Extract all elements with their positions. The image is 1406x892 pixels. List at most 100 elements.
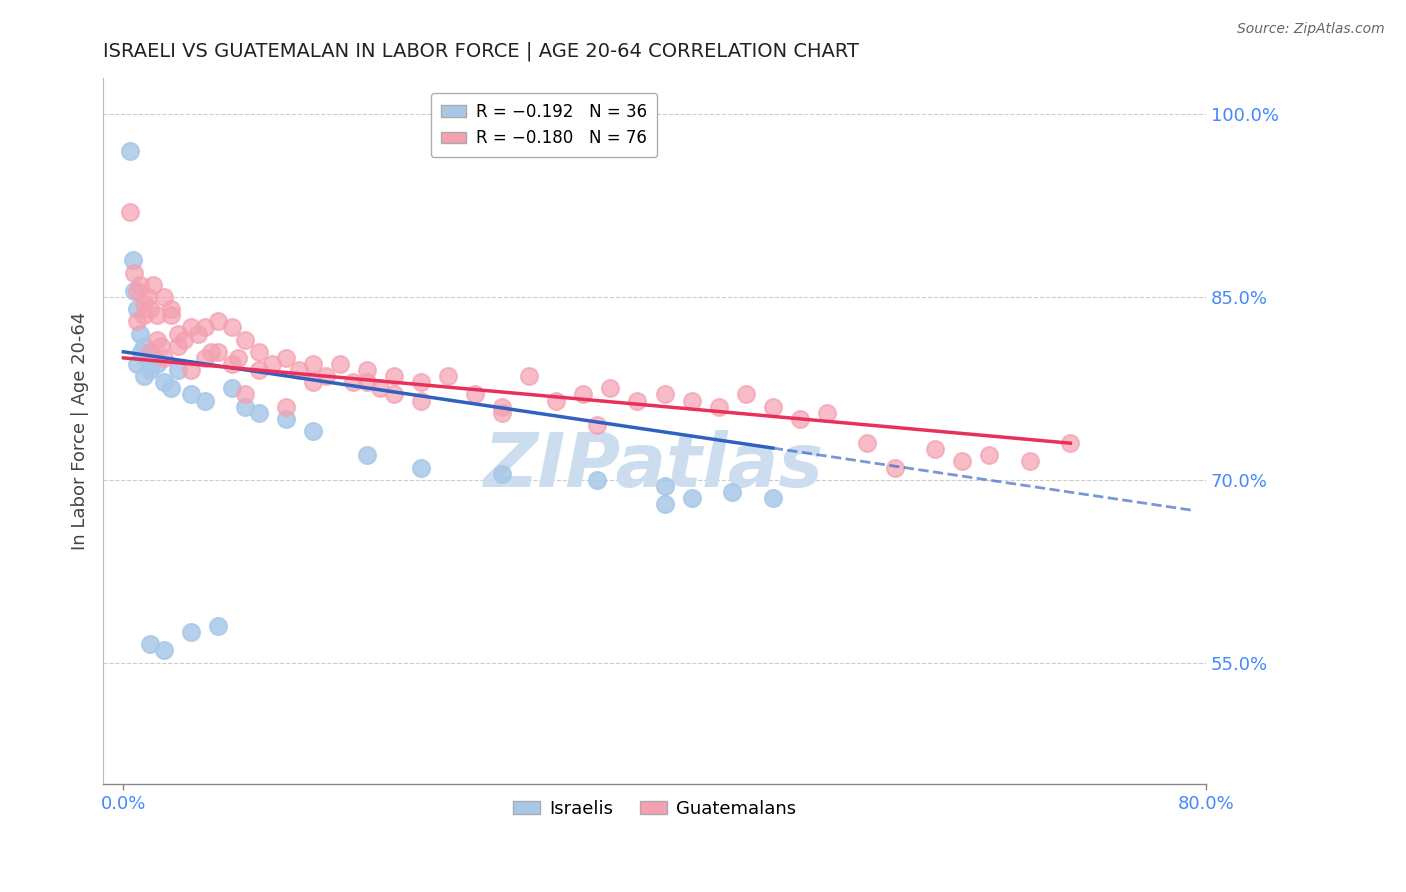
Point	[166, 363, 188, 377]
Point	[274, 400, 297, 414]
Point	[1018, 454, 1040, 468]
Point	[146, 308, 169, 322]
Point	[546, 393, 568, 408]
Point	[132, 369, 155, 384]
Point	[654, 387, 676, 401]
Y-axis label: In Labor Force | Age 20-64: In Labor Force | Age 20-64	[72, 312, 89, 550]
Point	[233, 387, 256, 401]
Legend: Israelis, Guatemalans: Israelis, Guatemalans	[505, 792, 803, 825]
Point	[194, 393, 217, 408]
Point	[681, 393, 703, 408]
Point	[146, 333, 169, 347]
Point	[125, 357, 148, 371]
Point	[180, 387, 202, 401]
Point	[207, 619, 229, 633]
Point	[139, 302, 162, 317]
Point	[132, 296, 155, 310]
Point	[789, 412, 811, 426]
Point	[125, 284, 148, 298]
Point	[356, 449, 378, 463]
Point	[233, 333, 256, 347]
Point	[883, 460, 905, 475]
Point	[356, 363, 378, 377]
Point	[409, 460, 432, 475]
Point	[200, 344, 222, 359]
Text: ZIPatlas: ZIPatlas	[485, 430, 824, 503]
Point	[132, 339, 155, 353]
Point	[274, 412, 297, 426]
Point	[153, 643, 176, 657]
Point	[491, 400, 513, 414]
Point	[382, 369, 405, 384]
Point	[856, 436, 879, 450]
Point	[247, 406, 270, 420]
Point	[207, 344, 229, 359]
Point	[129, 344, 152, 359]
Point	[233, 400, 256, 414]
Point	[626, 393, 648, 408]
Point	[180, 320, 202, 334]
Point	[315, 369, 337, 384]
Point	[301, 424, 323, 438]
Point	[132, 308, 155, 322]
Point	[139, 637, 162, 651]
Point	[409, 393, 432, 408]
Point	[572, 387, 595, 401]
Point	[125, 314, 148, 328]
Point	[221, 320, 243, 334]
Text: Source: ZipAtlas.com: Source: ZipAtlas.com	[1237, 22, 1385, 37]
Point	[734, 387, 756, 401]
Point	[342, 376, 364, 390]
Point	[329, 357, 352, 371]
Point	[128, 277, 150, 292]
Point	[924, 442, 946, 457]
Point	[517, 369, 540, 384]
Point	[1059, 436, 1081, 450]
Point	[681, 491, 703, 505]
Point	[180, 363, 202, 377]
Point	[180, 625, 202, 640]
Point	[288, 363, 311, 377]
Point	[122, 284, 145, 298]
Point	[194, 351, 217, 365]
Point	[166, 339, 188, 353]
Point	[707, 400, 730, 414]
Point	[762, 491, 785, 505]
Point	[654, 479, 676, 493]
Point	[586, 417, 609, 432]
Point	[301, 376, 323, 390]
Point	[146, 357, 169, 371]
Point	[274, 351, 297, 365]
Point	[122, 253, 145, 268]
Point	[139, 344, 162, 359]
Point	[228, 351, 250, 365]
Point	[122, 266, 145, 280]
Point	[370, 381, 392, 395]
Point	[221, 381, 243, 395]
Point	[491, 406, 513, 420]
Point	[599, 381, 621, 395]
Point	[491, 467, 513, 481]
Point	[166, 326, 188, 341]
Point	[979, 449, 1001, 463]
Point	[221, 357, 243, 371]
Point	[247, 344, 270, 359]
Point	[301, 357, 323, 371]
Point	[128, 326, 150, 341]
Point	[762, 400, 785, 414]
Point	[150, 339, 173, 353]
Point	[139, 344, 162, 359]
Point	[135, 351, 157, 365]
Point	[464, 387, 486, 401]
Point	[187, 326, 209, 341]
Point	[120, 204, 142, 219]
Point	[586, 473, 609, 487]
Point	[356, 376, 378, 390]
Point	[950, 454, 973, 468]
Point	[247, 363, 270, 377]
Point	[153, 376, 176, 390]
Point	[153, 351, 176, 365]
Point	[173, 333, 195, 347]
Point	[139, 363, 162, 377]
Point	[142, 277, 165, 292]
